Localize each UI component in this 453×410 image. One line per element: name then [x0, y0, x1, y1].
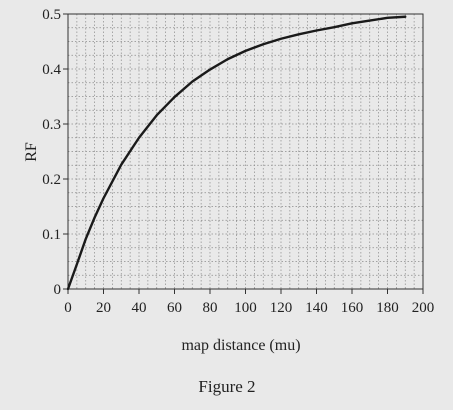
x-tick-label: 0 — [64, 300, 72, 316]
x-axis-label: map distance (mu) — [181, 337, 300, 354]
y-axis-label: RF — [23, 142, 40, 162]
x-tick-label: 180 — [376, 300, 399, 316]
tick-labels: 0 20 40 60 80 100 120 140 160 180 200 0 0.1 0.2 0.3 0.4… — [42, 7, 434, 316]
x-tick-label: 100 — [234, 300, 257, 316]
y-tick-label: 0.1 — [42, 227, 61, 243]
y-tick-label: 0.4 — [42, 62, 61, 78]
grid — [68, 14, 423, 289]
x-tick-label: 120 — [270, 300, 293, 316]
x-tick-label: 160 — [341, 300, 364, 316]
series-layer — [66, 15, 407, 291]
y-tick-label: 0.2 — [42, 172, 61, 188]
x-tick-label: 20 — [96, 300, 111, 316]
x-tick-label: 200 — [412, 300, 435, 316]
x-tick-label: 80 — [203, 300, 218, 316]
y-tick-label: 0.5 — [42, 7, 61, 23]
y-tick-label: 0 — [54, 282, 62, 298]
figure-caption: Figure 2 — [198, 377, 255, 396]
x-tick-label: 60 — [167, 300, 182, 316]
x-tick-label: 40 — [132, 300, 147, 316]
x-tick-label: 140 — [305, 300, 328, 316]
y-tick-label: 0.3 — [42, 117, 61, 133]
series-line — [66, 15, 407, 291]
